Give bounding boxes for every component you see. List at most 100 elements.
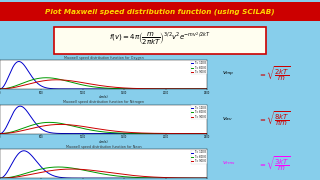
T = 900 K [99,128,103,130]
T = 100 K [0,177,2,179]
Legend: T = 100 K, T = 600 K, T = 900 K: T = 100 K, T = 600 K, T = 900 K [191,105,206,119]
Text: $= \sqrt{\dfrac{2kT}{m}}$: $= \sqrt{\dfrac{2kT}{m}}$ [258,65,291,83]
T = 900 K [9,87,12,89]
T = 600 K [9,86,12,89]
T = 600 K [99,130,103,133]
Legend: T = 100 K, T = 600 K, T = 900 K: T = 100 K, T = 600 K, T = 900 K [191,150,206,164]
T = 100 K [9,165,12,167]
T = 100 K [9,117,12,119]
T = 100 K [205,132,209,135]
T = 900 K [161,176,165,179]
T = 100 K [199,177,203,179]
T = 100 K [0,132,2,135]
T = 100 K [205,88,209,90]
T = 900 K [0,177,2,179]
Line: T = 100 K: T = 100 K [0,106,207,134]
T = 900 K [205,132,209,135]
T = 100 K [17,60,21,63]
T = 600 K [0,177,2,179]
T = 900 K [161,132,165,134]
T = 600 K [99,87,103,89]
T = 100 K [99,132,103,135]
T = 900 K [199,177,203,179]
Legend: T = 100 K, T = 600 K, T = 900 K: T = 100 K, T = 600 K, T = 900 K [191,61,206,74]
T = 100 K [161,132,165,135]
T = 900 K [99,85,103,87]
T = 100 K [161,177,165,179]
T = 600 K [44,77,48,79]
T = 100 K [199,177,203,179]
Line: T = 900 K: T = 900 K [0,80,207,89]
Title: Maxwell speed distribution function for Oxygen: Maxwell speed distribution function for … [64,56,143,60]
Text: $v_{mp}$: $v_{mp}$ [222,69,235,78]
T = 600 K [199,177,203,179]
T = 900 K [55,79,59,81]
Line: T = 900 K: T = 900 K [0,169,207,178]
T = 900 K [199,132,203,135]
T = 600 K [199,132,203,135]
T = 600 K [199,88,203,90]
T = 900 K [93,127,97,129]
T = 600 K [57,166,60,168]
T = 600 K [199,88,203,90]
T = 900 K [9,132,12,134]
T = 100 K [0,88,2,90]
T = 600 K [161,132,165,135]
T = 600 K [93,171,97,174]
T = 900 K [199,132,203,135]
T = 900 K [93,84,97,86]
T = 900 K [0,88,2,90]
T = 900 K [9,177,12,179]
T = 100 K [205,177,209,179]
T = 900 K [199,177,203,179]
Title: Maxwell speed distribution function for Neon: Maxwell speed distribution function for … [66,145,141,149]
T = 600 K [48,121,52,123]
Text: $f(v) = 4\pi \left(\dfrac{m}{2\pi kT}\right)^{3/2} v^2 e^{-mv^2/2kT}$: $f(v) = 4\pi \left(\dfrac{m}{2\pi kT}\ri… [109,31,211,48]
T = 900 K [161,88,165,90]
T = 600 K [161,88,165,90]
T = 600 K [9,176,12,178]
T = 600 K [0,88,2,90]
Title: Maxwell speed distribution function for Nitrogen: Maxwell speed distribution function for … [63,100,144,104]
X-axis label: v(m/s): v(m/s) [99,95,108,99]
T = 600 K [161,177,165,179]
T = 100 K [93,177,97,179]
T = 100 K [18,105,22,107]
T = 100 K [93,132,97,135]
Line: T = 600 K: T = 600 K [0,122,207,134]
T = 100 K [161,88,165,90]
T = 600 K [205,88,209,90]
X-axis label: v(m/s): v(m/s) [99,140,108,144]
Text: $= \sqrt{\dfrac{3kT}{m}}$: $= \sqrt{\dfrac{3kT}{m}}$ [258,154,291,173]
Line: T = 100 K: T = 100 K [0,151,207,178]
T = 600 K [93,86,97,88]
T = 900 K [59,123,62,125]
Text: $v_{rms}$: $v_{rms}$ [222,159,236,167]
T = 900 K [93,170,97,172]
T = 100 K [99,88,103,90]
T = 600 K [9,131,12,133]
FancyBboxPatch shape [54,27,266,55]
T = 600 K [199,132,203,135]
Line: T = 600 K: T = 600 K [0,167,207,178]
Line: T = 600 K: T = 600 K [0,78,207,89]
Line: T = 100 K: T = 100 K [0,62,207,89]
T = 900 K [205,88,209,90]
T = 100 K [199,88,203,90]
T = 600 K [93,130,97,132]
T = 100 K [9,71,12,73]
Text: $v_{av}$: $v_{av}$ [222,115,233,123]
Line: T = 900 K: T = 900 K [0,124,207,134]
T = 600 K [205,177,209,179]
T = 900 K [199,88,203,90]
T = 600 K [199,177,203,179]
T = 600 K [205,132,209,135]
Text: $= \sqrt{\dfrac{8kT}{\pi m}}$: $= \sqrt{\dfrac{8kT}{\pi m}}$ [258,109,291,128]
T = 900 K [70,168,74,170]
T = 100 K [199,132,203,135]
T = 900 K [0,132,2,135]
T = 600 K [99,172,103,175]
T = 600 K [0,132,2,135]
Text: Plot Maxwell speed distribution function (using SCILAB): Plot Maxwell speed distribution function… [45,8,275,15]
T = 100 K [199,88,203,90]
